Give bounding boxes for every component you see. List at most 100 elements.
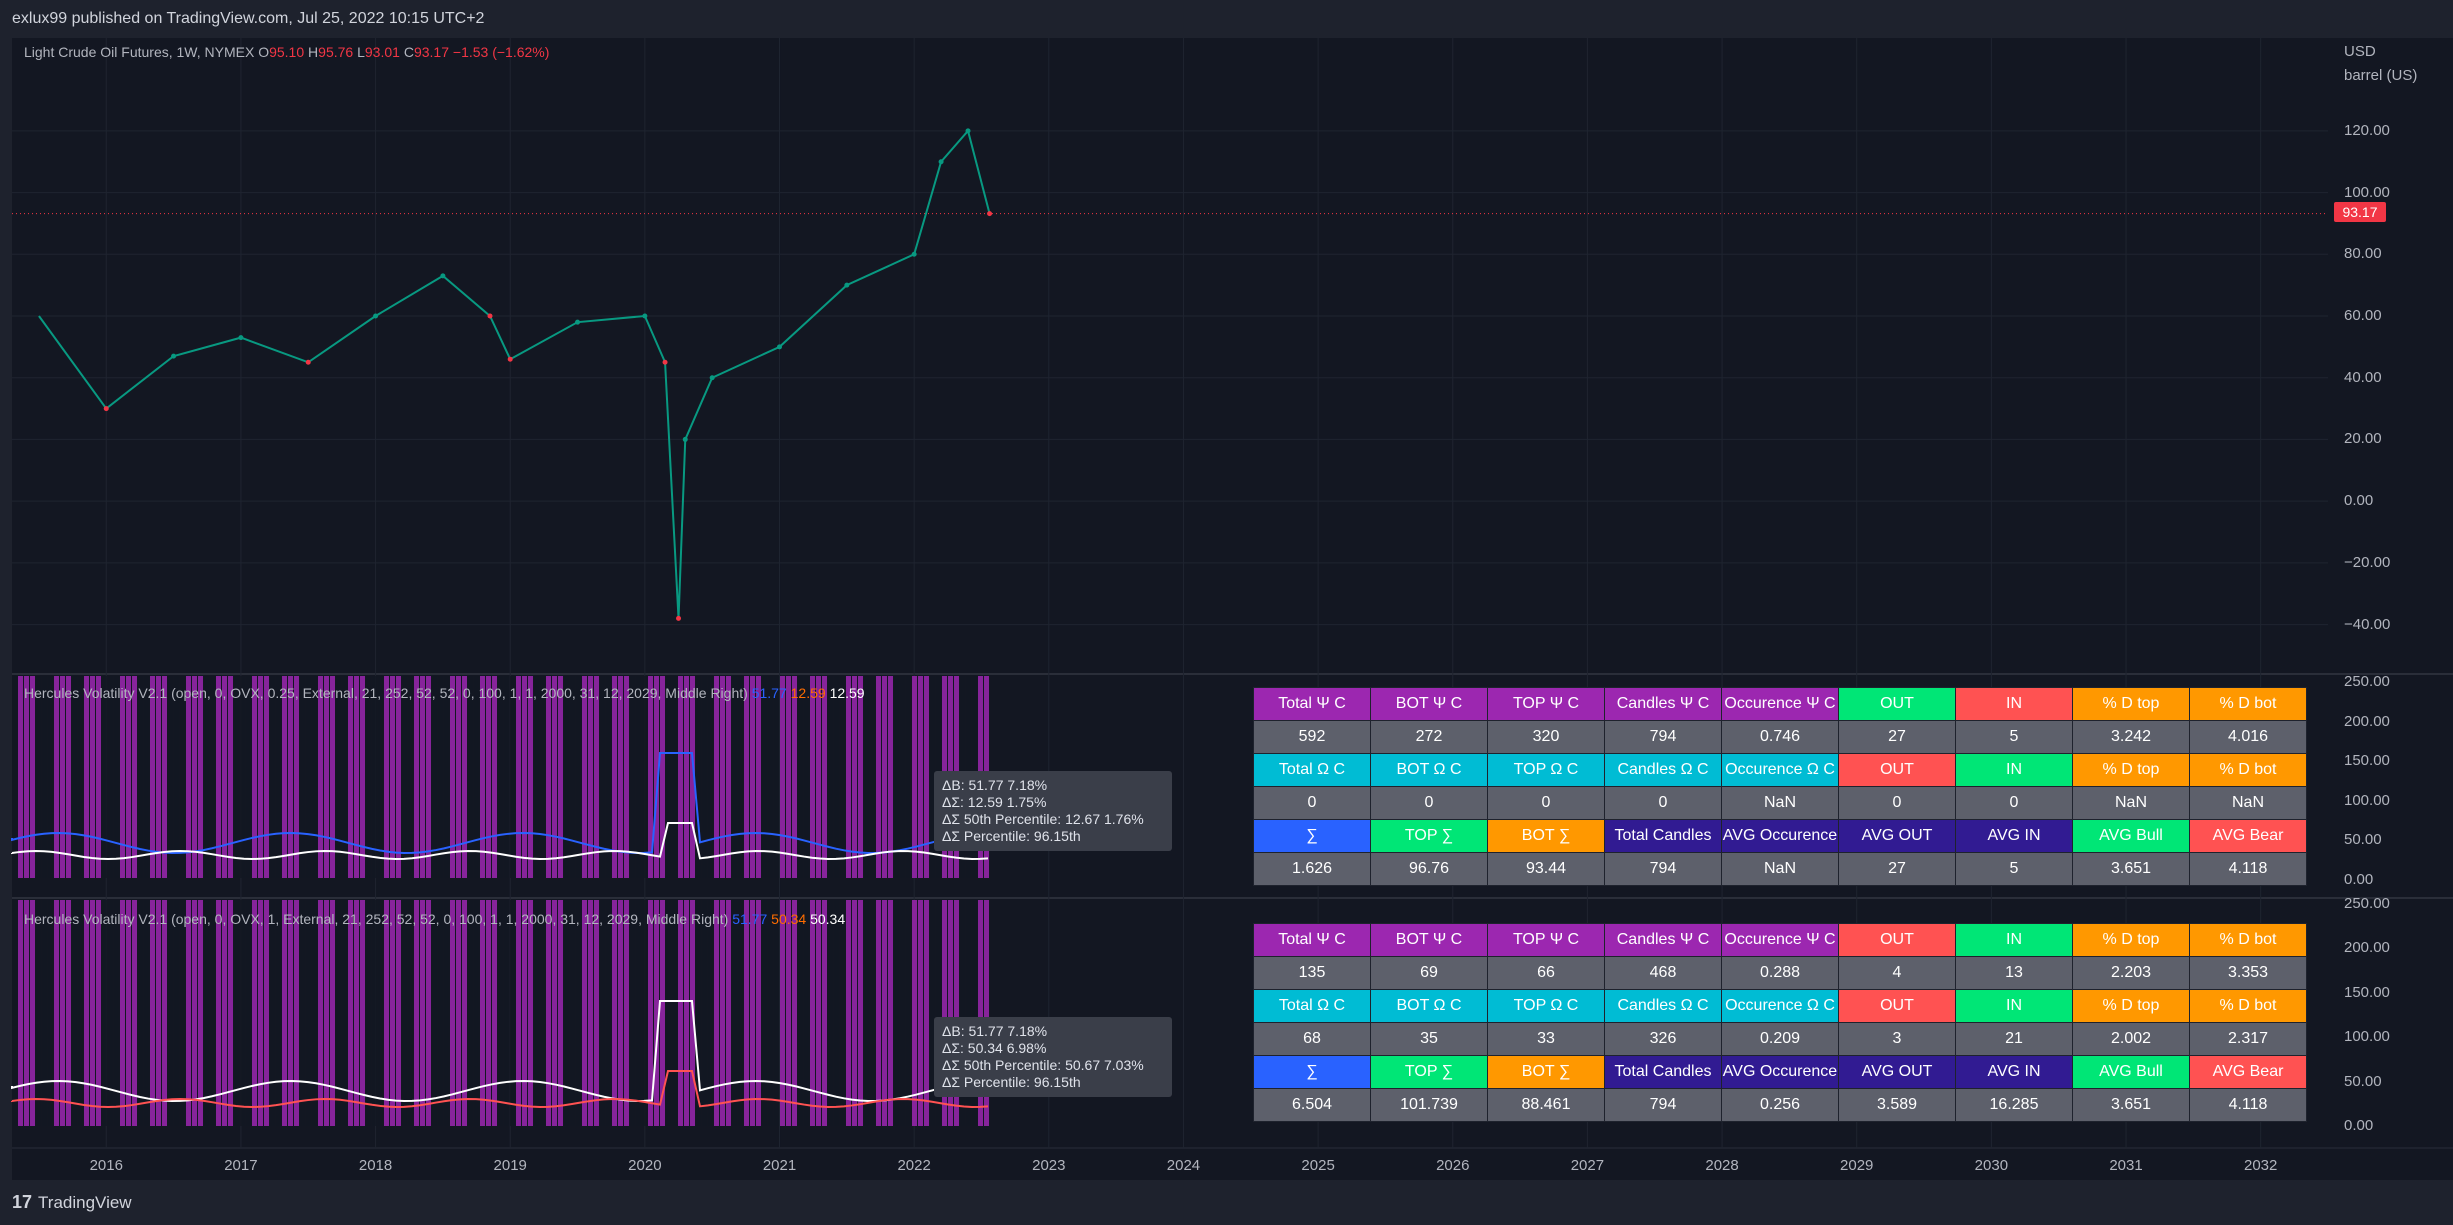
price-axis[interactable]: [2328, 38, 2453, 1180]
volatility-bar: [696, 900, 701, 1126]
open-value: 95.10: [269, 44, 305, 60]
unit-label: barrel (US): [2344, 67, 2418, 84]
volatility-bar: [288, 900, 293, 1126]
tradingview-logo[interactable]: 17 TradingView: [12, 1192, 132, 1213]
time-tick: 2028: [1705, 1157, 1739, 1174]
volatility-bar: [324, 900, 329, 1126]
stats-cell: Candles Ψ C: [1604, 923, 1722, 957]
volatility-bar: [774, 676, 779, 878]
volatility-bar: [240, 676, 245, 878]
indicator1-value3: 12.59: [829, 685, 865, 701]
volatility-bar: [750, 900, 755, 1126]
stats-cell: % D top: [2072, 989, 2190, 1023]
stats-row: Total Ψ C BOT Ψ C TOP Ψ C Candles Ψ C Occure…: [1253, 687, 2307, 721]
stats-row: 592 272 320 794 0.746 27 5 3.242 4.016: [1253, 720, 2307, 754]
volatility-bar: [414, 900, 419, 1126]
stats-cell: 320: [1487, 720, 1605, 754]
volatility-bar: [72, 676, 77, 878]
volatility-bar: [486, 676, 491, 878]
indicator2-legend[interactable]: Hercules Volatility V2.1 (open, 0, OVX, …: [24, 911, 845, 927]
volatility-bar: [714, 676, 719, 878]
price-point: [965, 128, 971, 134]
stats-cell: 35: [1370, 1022, 1488, 1056]
stats-cell: 93.44: [1487, 852, 1605, 886]
stats-cell: 0: [1604, 786, 1722, 820]
indicator2-tooltip: ΔB: 51.77 7.18% ΔΣ: 50.34 6.98% ΔΣ 50th …: [934, 1017, 1172, 1097]
volatility-bar: [186, 676, 191, 878]
stats-cell: AVG IN: [1955, 819, 2073, 853]
stats-cell: % D bot: [2189, 753, 2307, 787]
indicator2-tick: 200.00: [2344, 939, 2390, 957]
volatility-bar: [198, 900, 203, 1126]
price-point: [103, 406, 109, 412]
stats-cell: AVG Occurence: [1721, 819, 1839, 853]
price-tick: −20.00: [2344, 553, 2391, 571]
price-line: [38, 128, 991, 619]
price-point: [844, 282, 850, 288]
volatility-bar: [564, 900, 569, 1126]
volatility-bar: [882, 676, 887, 878]
volatility-bar: [96, 676, 101, 878]
volatility-bar: [642, 900, 647, 1126]
volatility-bar: [60, 900, 65, 1126]
volatility-bar: [54, 900, 59, 1126]
stats-cell: OUT: [1838, 923, 1956, 957]
volatility-bar: [402, 676, 407, 878]
volatility-bar: [474, 900, 479, 1126]
volatility-bar: [654, 900, 659, 1126]
stats-cell: NaN: [2189, 786, 2307, 820]
stats-cell: 16.285: [1955, 1088, 2073, 1122]
price-unit: USD barrel (US): [2344, 40, 2417, 88]
volatility-bar: [426, 900, 431, 1126]
volatility-bar: [150, 900, 155, 1126]
volatility-bar: [408, 900, 413, 1126]
volatility-bar: [498, 900, 503, 1126]
stats-cell: TOP Ψ C: [1487, 687, 1605, 721]
volatility-bar: [720, 900, 725, 1126]
stats-cell: Occurence Ψ C: [1721, 923, 1839, 957]
stats-cell: 101.739: [1370, 1088, 1488, 1122]
volatility-bar: [942, 900, 947, 1126]
volatility-bar: [888, 900, 893, 1126]
tooltip1-line: ΔΣ: 12.59 1.75%: [942, 794, 1047, 810]
last-price-tag: 93.17: [2334, 202, 2386, 222]
volatility-bar: [738, 900, 743, 1126]
time-tick: 2019: [493, 1157, 527, 1174]
volatility-bar: [36, 900, 41, 1126]
volatility-bar: [108, 676, 113, 878]
volatility-bar: [480, 900, 485, 1126]
volatility-bar: [456, 676, 461, 878]
volatility-bar: [732, 676, 737, 878]
volatility-bar: [834, 676, 839, 878]
volatility-bar: [132, 900, 137, 1126]
price-point: [709, 375, 715, 381]
volatility-bar: [636, 676, 641, 878]
indicator1-legend[interactable]: Hercules Volatility V2.1 (open, 0, OVX, …: [24, 685, 865, 701]
volatility-bar: [120, 676, 125, 878]
price-point: [682, 436, 688, 442]
tooltip2-line: ΔΣ 50th Percentile: 50.67 7.03%: [942, 1057, 1144, 1073]
stats-cell: 4.118: [2189, 1088, 2307, 1122]
close-label: C: [403, 44, 414, 60]
volatility-bar: [210, 900, 215, 1126]
price-point: [676, 615, 682, 621]
volatility-bar: [252, 676, 257, 878]
stats-row: 68 35 33 326 0.209 3 21 2.002 2.317: [1253, 1022, 2307, 1056]
volatility-bar: [384, 676, 389, 878]
volatility-bar: [192, 900, 197, 1126]
volatility-bar: [912, 676, 917, 878]
stats-cell: 3.651: [2072, 1088, 2190, 1122]
volatility-bar: [612, 900, 617, 1126]
symbol-label[interactable]: Light Crude Oil Futures, 1W, NYMEX: [24, 44, 255, 60]
close-value: 93.17: [413, 44, 449, 60]
volatility-bar: [840, 900, 845, 1126]
volatility-bar: [618, 676, 623, 878]
stats-row: ∑ TOP ∑ BOT ∑ Total Candles AVG Occurence AVG…: [1253, 819, 2307, 853]
indicator2-value2: 50.34: [771, 911, 807, 927]
volatility-bar: [24, 900, 29, 1126]
price-point: [938, 159, 944, 165]
volatility-bar: [282, 900, 287, 1126]
indicator2-tick: 50.00: [2344, 1072, 2382, 1090]
volatility-bar: [450, 900, 455, 1126]
volatility-bar: [426, 676, 431, 878]
